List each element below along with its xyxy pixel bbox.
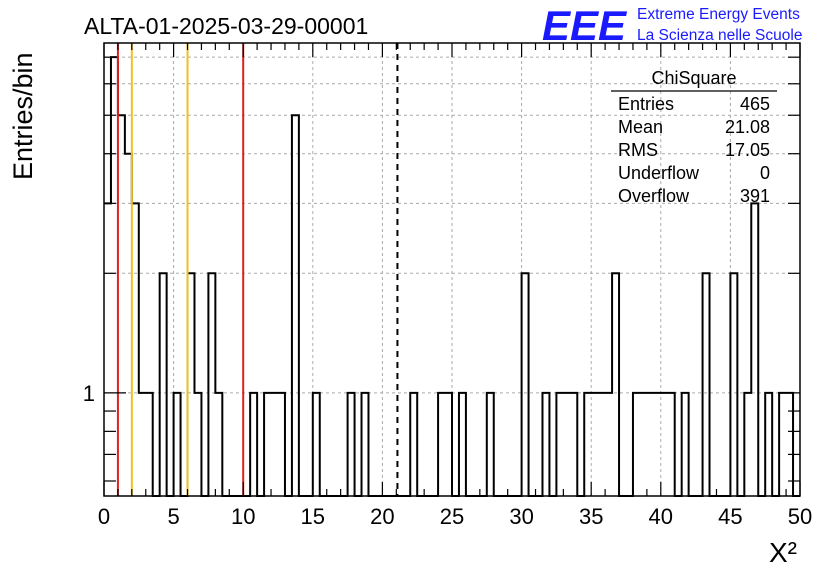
axis-ticks	[103, 43, 801, 496]
stats-label: RMS	[618, 140, 658, 160]
eee-logo: EEE Extreme Energy Events La Scienza nel…	[542, 2, 802, 49]
x-tick-label: 40	[649, 504, 673, 529]
eee-logo-mark: EEE	[542, 2, 628, 49]
stats-label: Underflow	[618, 163, 700, 183]
y-tick-label: 1	[83, 381, 95, 406]
eee-logo-line1: Extreme Energy Events	[637, 6, 800, 23]
y-axis-label: Entries/bin	[8, 52, 38, 180]
x-tick-label: 10	[231, 504, 255, 529]
x-tick-label: 15	[301, 504, 325, 529]
stats-box: ChiSquare Entries 465 Mean 21.08 RMS 17.05 Und…	[611, 68, 777, 206]
chart-title: ALTA-01-2025-03-29-00001	[84, 13, 368, 39]
stats-value: 465	[740, 94, 770, 114]
x-tick-label: 0	[98, 504, 110, 529]
x-tick-label: 30	[509, 504, 533, 529]
stats-label: Mean	[618, 117, 663, 137]
x-tick-label: 20	[370, 504, 394, 529]
stats-value: 0	[760, 163, 770, 183]
x-tick-label: 25	[440, 504, 464, 529]
grid-lines	[104, 43, 800, 496]
stats-value: 21.08	[725, 117, 770, 137]
y-tick-labels: 1	[83, 381, 95, 406]
x-axis-label: X²	[769, 537, 797, 568]
eee-logo-line2: La Scienza nelle Scuole	[637, 27, 802, 44]
stats-value: 391	[740, 186, 770, 206]
stats-title: ChiSquare	[651, 68, 736, 88]
x-tick-labels: 0 5 10 15 20 25 30 35 40 45 50	[98, 504, 812, 529]
x-tick-label: 45	[718, 504, 742, 529]
x-tick-label: 50	[788, 504, 812, 529]
stats-value: 17.05	[725, 140, 770, 160]
x-tick-label: 35	[579, 504, 603, 529]
stats-label: Overflow	[618, 186, 690, 206]
reference-lines	[116, 43, 399, 496]
x-tick-label: 5	[167, 504, 179, 529]
stats-label: Entries	[618, 94, 674, 114]
